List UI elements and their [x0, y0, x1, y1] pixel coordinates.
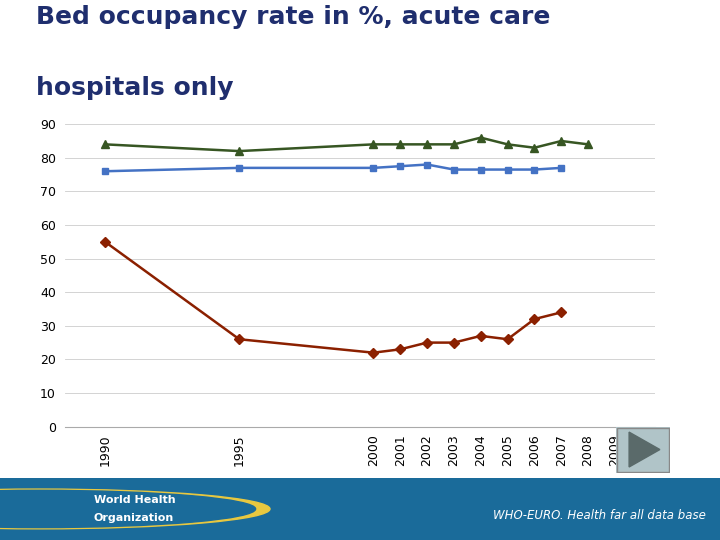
EU	[369, 165, 378, 171]
Georgia	[503, 336, 512, 342]
CIS	[101, 141, 109, 147]
Text: hospitals only: hospitals only	[36, 76, 233, 99]
Georgia	[477, 333, 485, 339]
CIS	[449, 141, 458, 147]
CIS	[530, 145, 539, 151]
Text: Bed occupancy rate in %, acute care: Bed occupancy rate in %, acute care	[36, 5, 550, 29]
Georgia	[101, 239, 109, 245]
EU	[477, 166, 485, 173]
EU	[423, 161, 431, 168]
CIS	[584, 141, 593, 147]
EU	[396, 163, 405, 170]
CIS	[423, 141, 431, 147]
FancyBboxPatch shape	[617, 428, 668, 471]
Georgia	[396, 346, 405, 353]
CIS	[477, 134, 485, 141]
CIS	[235, 148, 243, 154]
Line: EU: EU	[102, 161, 564, 175]
Text: Organization: Organization	[94, 513, 174, 523]
EU	[530, 166, 539, 173]
EU	[449, 166, 458, 173]
Georgia	[557, 309, 566, 315]
EU	[235, 165, 243, 171]
Circle shape	[0, 489, 270, 529]
Georgia	[423, 339, 431, 346]
Georgia	[369, 349, 378, 356]
Circle shape	[0, 490, 256, 528]
Georgia	[449, 339, 458, 346]
CIS	[503, 141, 512, 147]
EU	[503, 166, 512, 173]
EU	[101, 168, 109, 174]
CIS	[557, 138, 566, 144]
Polygon shape	[629, 432, 660, 467]
Text: World Health: World Health	[94, 495, 175, 505]
CIS	[396, 141, 405, 147]
Line: Georgia: Georgia	[102, 238, 564, 356]
Georgia	[235, 336, 243, 342]
EU	[557, 165, 566, 171]
Text: WHO-EURO. Health far all data base: WHO-EURO. Health far all data base	[492, 509, 706, 522]
Georgia	[530, 316, 539, 322]
CIS	[369, 141, 378, 147]
Line: CIS: CIS	[101, 133, 593, 155]
